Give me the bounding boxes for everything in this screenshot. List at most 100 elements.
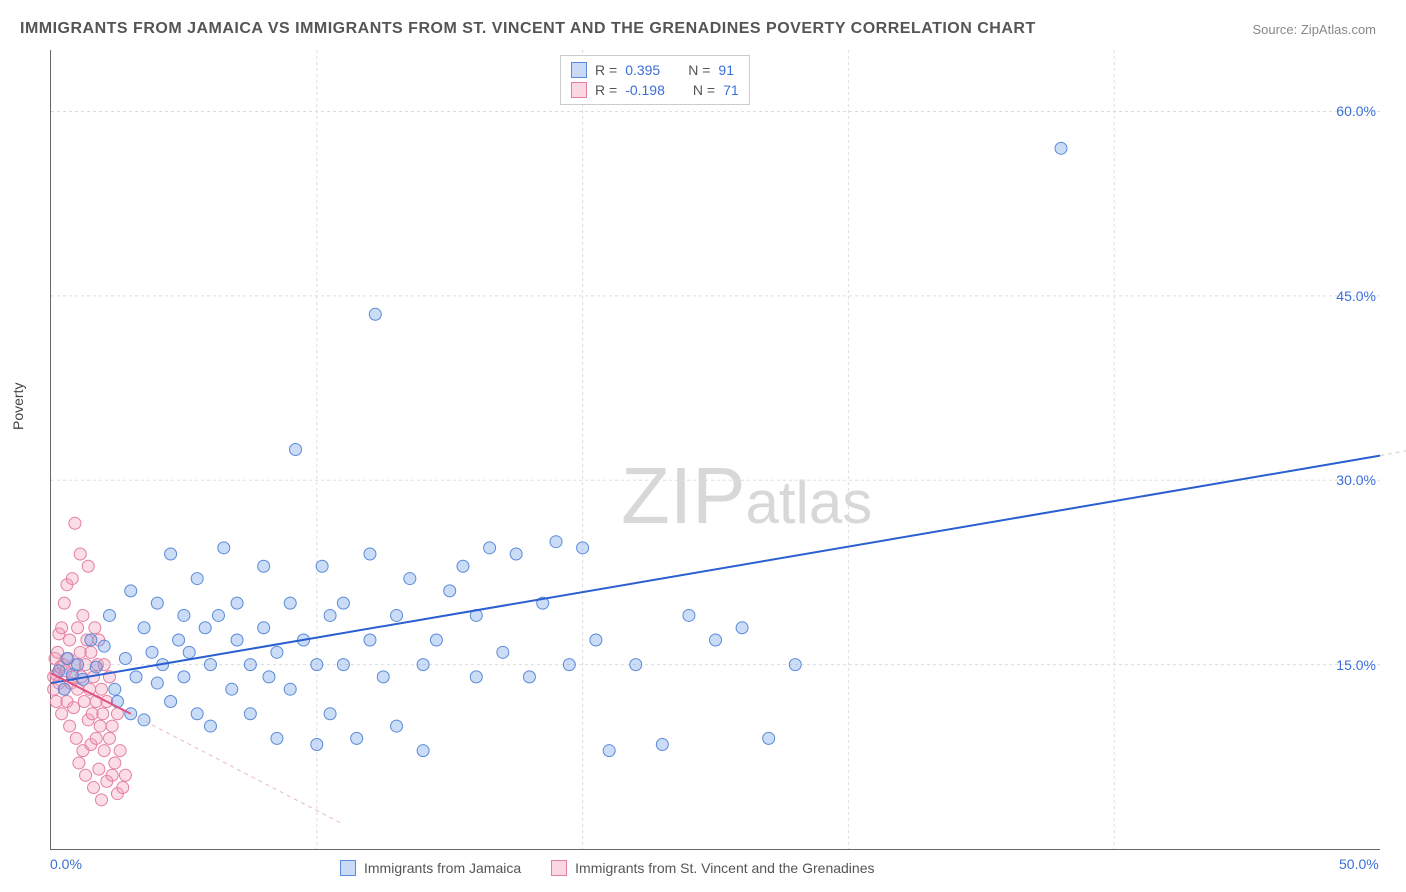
data-point xyxy=(577,542,589,554)
data-point xyxy=(64,634,76,646)
data-point xyxy=(683,609,695,621)
data-point xyxy=(789,659,801,671)
data-point xyxy=(74,548,86,560)
data-point xyxy=(97,708,109,720)
data-point xyxy=(61,652,73,664)
data-point xyxy=(258,560,270,572)
data-point xyxy=(114,745,126,757)
data-point xyxy=(69,517,81,529)
data-point xyxy=(82,560,94,572)
data-point xyxy=(77,673,89,685)
data-point xyxy=(212,609,224,621)
data-point xyxy=(263,671,275,683)
data-point xyxy=(470,671,482,683)
r-value: 0.395 xyxy=(625,62,660,78)
data-point xyxy=(125,585,137,597)
data-point xyxy=(191,573,203,585)
data-point xyxy=(88,782,100,794)
data-point xyxy=(510,548,522,560)
data-point xyxy=(183,646,195,658)
data-point xyxy=(284,683,296,695)
data-point xyxy=(94,720,106,732)
y-tick-label: 30.0% xyxy=(1336,472,1376,488)
data-point xyxy=(231,634,243,646)
legend-item-jamaica: Immigrants from Jamaica xyxy=(340,860,521,876)
data-point xyxy=(369,308,381,320)
data-point xyxy=(109,757,121,769)
data-point xyxy=(444,585,456,597)
data-point xyxy=(271,646,283,658)
data-point xyxy=(244,659,256,671)
data-point xyxy=(119,652,131,664)
legend-label: Immigrants from St. Vincent and the Gren… xyxy=(575,860,874,876)
data-point xyxy=(226,683,238,695)
data-point xyxy=(78,695,90,707)
data-point xyxy=(106,720,118,732)
data-point xyxy=(630,659,642,671)
source-attribution: Source: ZipAtlas.com xyxy=(1252,22,1376,37)
data-point xyxy=(151,677,163,689)
n-value: 71 xyxy=(723,82,739,98)
data-point xyxy=(497,646,509,658)
data-point xyxy=(258,622,270,634)
data-point xyxy=(204,720,216,732)
data-point xyxy=(119,769,131,781)
data-point xyxy=(85,634,97,646)
data-point xyxy=(231,597,243,609)
data-point xyxy=(191,708,203,720)
data-point xyxy=(151,597,163,609)
data-point xyxy=(130,671,142,683)
data-point xyxy=(430,634,442,646)
data-point xyxy=(109,683,121,695)
data-point xyxy=(244,708,256,720)
data-point xyxy=(138,622,150,634)
swatch-blue xyxy=(571,62,587,78)
data-point xyxy=(656,739,668,751)
data-point xyxy=(311,659,323,671)
data-point xyxy=(93,763,105,775)
data-point xyxy=(523,671,535,683)
data-point xyxy=(98,745,110,757)
data-point xyxy=(178,609,190,621)
data-point xyxy=(550,536,562,548)
data-point xyxy=(417,659,429,671)
data-point xyxy=(710,634,722,646)
swatch-pink xyxy=(571,82,587,98)
data-point xyxy=(138,714,150,726)
legend-row-jamaica: R = 0.395 N = 91 xyxy=(571,60,739,80)
data-point xyxy=(199,622,211,634)
data-point xyxy=(66,573,78,585)
legend-correlation: R = 0.395 N = 91 R = -0.198 N = 71 xyxy=(560,55,750,105)
trend-line-ext xyxy=(1380,431,1406,456)
swatch-pink xyxy=(551,860,567,876)
data-point xyxy=(68,702,80,714)
data-point xyxy=(85,646,97,658)
data-point xyxy=(763,732,775,744)
r-label: R = xyxy=(595,82,617,98)
data-point xyxy=(72,622,84,634)
data-point xyxy=(457,560,469,572)
data-point xyxy=(311,739,323,751)
legend-label: Immigrants from Jamaica xyxy=(364,860,521,876)
chart-svg xyxy=(51,50,1380,849)
data-point xyxy=(337,597,349,609)
data-point xyxy=(106,769,118,781)
data-point xyxy=(391,609,403,621)
data-point xyxy=(96,683,108,695)
data-point xyxy=(404,573,416,585)
data-point xyxy=(103,732,115,744)
plot-area: ZIPatlas xyxy=(50,50,1380,850)
y-tick-label: 45.0% xyxy=(1336,288,1376,304)
data-point xyxy=(204,659,216,671)
data-point xyxy=(77,609,89,621)
legend-series: Immigrants from Jamaica Immigrants from … xyxy=(340,860,875,876)
data-point xyxy=(58,597,70,609)
data-point xyxy=(218,542,230,554)
data-point xyxy=(117,782,129,794)
data-point xyxy=(90,732,102,744)
y-axis-label: Poverty xyxy=(10,383,26,430)
data-point xyxy=(417,745,429,757)
data-point xyxy=(316,560,328,572)
data-point xyxy=(58,683,70,695)
data-point xyxy=(64,720,76,732)
